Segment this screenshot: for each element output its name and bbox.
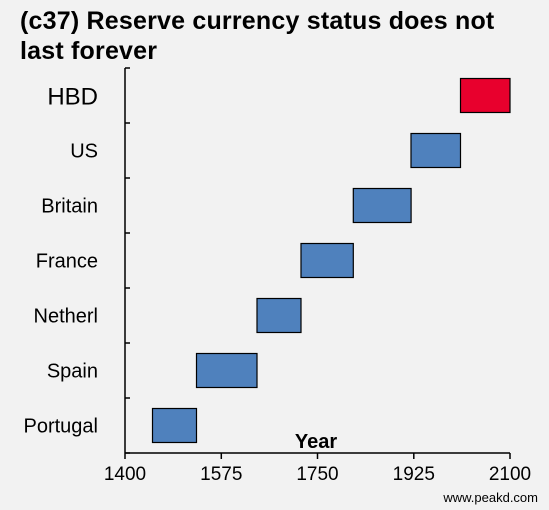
bar-france bbox=[300, 242, 354, 279]
chart-title: (c37) Reserve currency status does not l… bbox=[20, 7, 495, 65]
watermark: www.peakd.com bbox=[442, 490, 538, 505]
category-label-france: France bbox=[36, 251, 98, 273]
bar-hbd bbox=[459, 77, 511, 114]
category-label-spain: Spain bbox=[47, 361, 98, 383]
x-axis-title: Year bbox=[295, 431, 337, 453]
x-tick-label-1750: 1750 bbox=[296, 464, 338, 485]
x-tick-label-1400: 1400 bbox=[104, 464, 146, 485]
bar-britain bbox=[352, 187, 412, 224]
bar-netherl bbox=[256, 297, 302, 334]
x-tick-label-2100: 2100 bbox=[489, 464, 531, 485]
category-label-netherl: Netherl bbox=[34, 306, 98, 328]
x-tick-label-1575: 1575 bbox=[200, 464, 242, 485]
x-tick-label-1925: 1925 bbox=[393, 464, 435, 485]
bar-us bbox=[410, 132, 462, 169]
category-label-us: US bbox=[70, 141, 98, 163]
bar-spain bbox=[195, 352, 258, 389]
category-label-britain: Britain bbox=[41, 196, 98, 218]
category-label-hbd: HBD bbox=[47, 84, 98, 111]
category-label-portugal: Portugal bbox=[24, 416, 99, 438]
bar-portugal bbox=[151, 407, 198, 444]
